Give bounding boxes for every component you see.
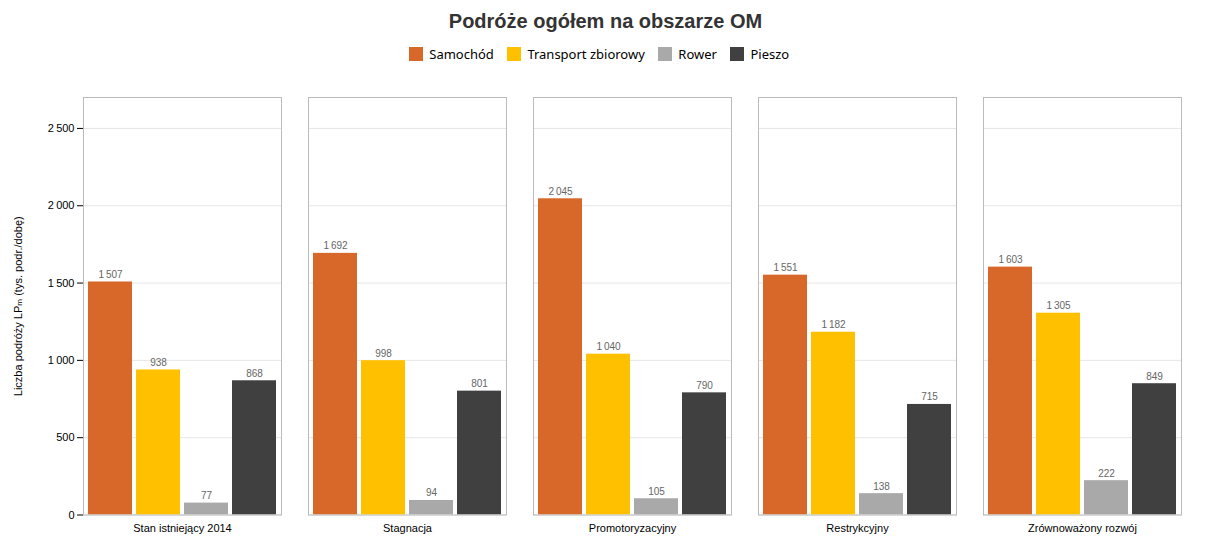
svg-text:868: 868 — [246, 367, 263, 378]
svg-text:790: 790 — [696, 379, 713, 390]
svg-text:1 507: 1 507 — [98, 268, 123, 279]
svg-text:Restrykcyjny: Restrykcyjny — [826, 521, 889, 533]
svg-text:849: 849 — [1146, 370, 1163, 381]
svg-text:1 500: 1 500 — [48, 276, 75, 288]
svg-text:1 551: 1 551 — [773, 262, 798, 273]
svg-text:715: 715 — [921, 391, 938, 402]
svg-text:1 305: 1 305 — [1046, 300, 1071, 311]
svg-text:801: 801 — [471, 378, 488, 389]
svg-text:1 040: 1 040 — [596, 341, 621, 352]
svg-text:1 603: 1 603 — [998, 254, 1023, 265]
svg-text:Promotoryzacyjny: Promotoryzacyjny — [589, 521, 677, 533]
svg-text:1 182: 1 182 — [821, 319, 846, 330]
svg-text:0: 0 — [68, 508, 74, 520]
html-text:Pieszo: Pieszo — [750, 44, 790, 63]
html-text:Transport zbiorowy: Transport zbiorowy — [527, 44, 645, 63]
svg-text:1 000: 1 000 — [48, 353, 75, 365]
html-text:Samochód: Samochód — [429, 44, 494, 63]
svg-text:105: 105 — [648, 485, 665, 496]
svg-text:138: 138 — [873, 480, 890, 491]
svg-text:1 692: 1 692 — [323, 240, 348, 251]
svg-text:998: 998 — [375, 347, 392, 358]
svg-text:Zrównoważony rozwój: Zrównoważony rozwój — [1028, 521, 1137, 533]
svg-text:2 500: 2 500 — [48, 121, 75, 133]
svg-text:Liczba podróży LPₘ (tys. podr.: Liczba podróży LPₘ (tys. podr./dobę) — [12, 216, 24, 396]
svg-text:94: 94 — [426, 487, 438, 498]
svg-text:2 000: 2 000 — [48, 199, 75, 211]
svg-text:222: 222 — [1098, 467, 1115, 478]
svg-text:2 045: 2 045 — [548, 185, 573, 196]
svg-text:500: 500 — [56, 431, 74, 443]
html-text:Rower: Rower — [678, 44, 717, 63]
svg-text:77: 77 — [201, 490, 213, 501]
html-text:Podróże ogółem na obszarze OM: Podróże ogółem na obszarze OM — [448, 10, 763, 32]
svg-text:Stagnacja: Stagnacja — [383, 521, 433, 533]
svg-text:938: 938 — [150, 356, 167, 367]
svg-text:Stan istniejący 2014: Stan istniejący 2014 — [133, 521, 231, 533]
